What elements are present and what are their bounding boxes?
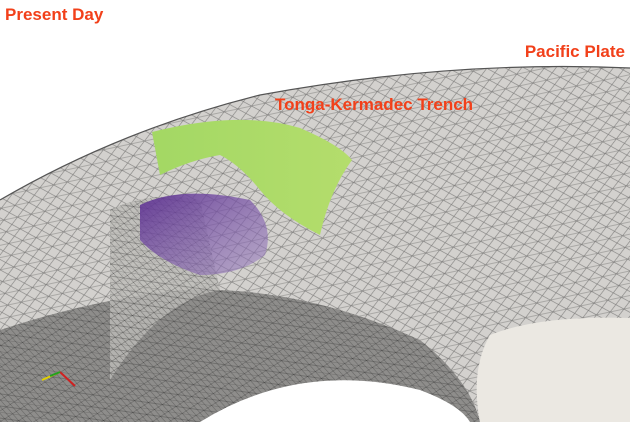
plate-label: Pacific Plate <box>525 42 625 61</box>
visualization: Present Day Pacific Plate Tonga-Kermadec… <box>0 0 630 422</box>
plate-mesh <box>0 67 630 422</box>
time-label: Present Day <box>5 5 104 24</box>
trench-label: Tonga-Kermadec Trench <box>275 95 473 114</box>
